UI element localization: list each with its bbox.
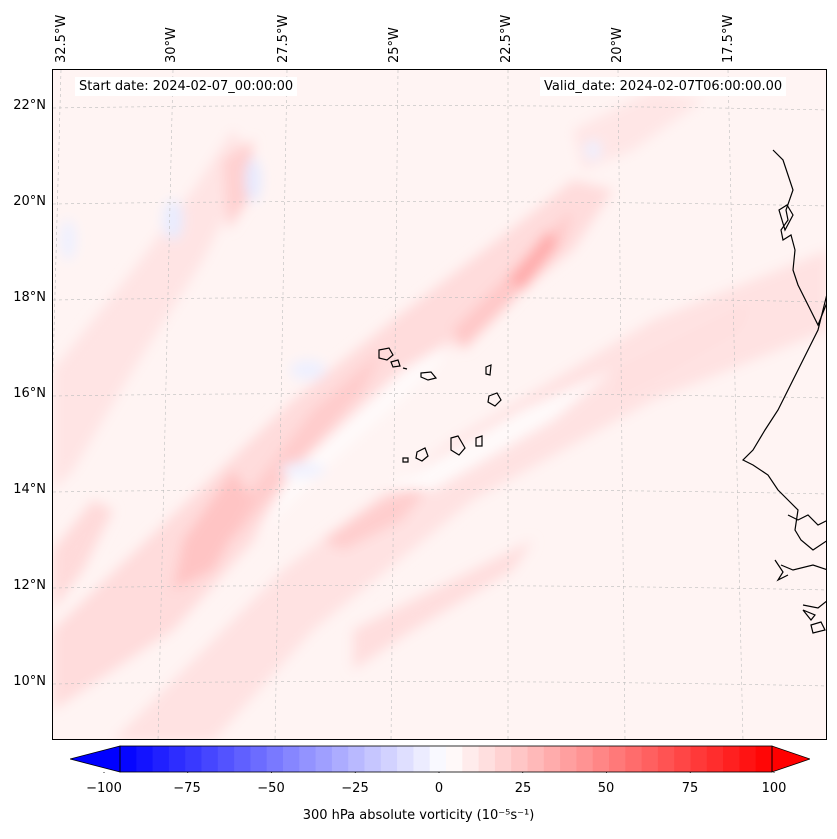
colorbar-tick-label: 100: [761, 781, 787, 796]
latitude-label: 14°N: [13, 482, 46, 497]
colorbar-cell: [136, 746, 154, 772]
colorbar-tick-label: 0: [434, 781, 444, 796]
latitude-label: 18°N: [13, 290, 46, 305]
colorbar-cell: [168, 746, 186, 772]
vorticity-map: [53, 70, 826, 739]
colorbar-cell: [299, 746, 317, 772]
longitude-label: 20°W: [610, 27, 625, 63]
colorbar-cell: [494, 746, 512, 772]
colorbar-cell: [217, 746, 235, 772]
colorbar-cell: [462, 746, 480, 772]
latitude-label: 20°N: [13, 194, 46, 209]
colorbar-cell: [657, 746, 675, 772]
longitude-label: 32.5°W: [54, 14, 69, 63]
colorbar-tick-label: −25: [341, 781, 369, 796]
latitude-label: 16°N: [13, 386, 46, 401]
colorbar-cell: [706, 746, 724, 772]
colorbar-cell: [283, 746, 300, 772]
graticule: [53, 70, 826, 739]
colorbar-cell: [511, 746, 529, 772]
vorticity-contours: [53, 90, 826, 739]
colorbar-cell: [266, 746, 284, 772]
colorbar-tick-label: 25: [514, 781, 532, 796]
colorbar-cell: [397, 746, 414, 772]
colorbar-cell: [576, 746, 594, 772]
colorbar-cell: [315, 746, 333, 772]
colorbar-cell: [380, 746, 398, 772]
colorbar-cell: [625, 746, 643, 772]
colorbar-cell: [152, 746, 170, 772]
colorbar-cell: [723, 746, 740, 772]
colorbar-min-arrow: [70, 745, 121, 773]
colorbar-cell: [641, 746, 659, 772]
colorbar-label: 300 hPa absolute vorticity (10⁻⁵s⁻¹): [302, 808, 535, 823]
colorbar-cells: [120, 746, 773, 772]
longitude-label: 30°W: [164, 27, 179, 63]
colorbar-cell: [446, 746, 463, 772]
valid-date-label: Valid_date: 2024-02-07T06:00:00.00: [540, 77, 787, 96]
colorbar-cell: [185, 746, 203, 772]
colorbar-cell: [609, 746, 626, 772]
colorbar-cell: [331, 746, 349, 772]
colorbar-cell: [543, 746, 561, 772]
colorbar-cell: [201, 746, 219, 772]
colorbar-cell: [560, 746, 577, 772]
latitude-label: 12°N: [13, 578, 46, 593]
colorbar-cell: [592, 746, 610, 772]
colorbar-max-arrow: [771, 745, 810, 773]
colorbar: [70, 745, 810, 773]
longitude-label: 22.5°W: [499, 14, 514, 63]
colorbar-cell: [755, 746, 773, 772]
colorbar-tick-label: −75: [173, 781, 201, 796]
colorbar-cell: [674, 746, 692, 772]
colorbar-cell: [429, 746, 447, 772]
start-date-label: Start date: 2024-02-07_00:00:00: [75, 77, 298, 96]
colorbar-cell: [478, 746, 496, 772]
colorbar-cell: [527, 746, 545, 772]
colorbar-cell: [690, 746, 708, 772]
colorbar-tick-label: 75: [681, 781, 699, 796]
longitude-label: 27.5°W: [276, 14, 291, 63]
colorbar-cell: [348, 746, 366, 772]
colorbar-cell: [250, 746, 268, 772]
colorbar-cell: [120, 746, 137, 772]
colorbar-tick-label: −50: [257, 781, 285, 796]
colorbar-tick-label: 50: [597, 781, 615, 796]
colorbar-cell: [364, 746, 382, 772]
colorbar-cell: [413, 746, 431, 772]
longitude-label: 25°W: [387, 27, 402, 63]
latitude-label: 10°N: [13, 674, 46, 689]
longitude-label: 17.5°W: [721, 14, 736, 63]
colorbar-cell: [739, 746, 757, 772]
colorbar-cell: [234, 746, 251, 772]
coastline: [378, 149, 826, 634]
latitude-label: 22°N: [13, 98, 46, 113]
map-panel: [52, 69, 827, 740]
colorbar-tick-label: −100: [86, 781, 122, 796]
